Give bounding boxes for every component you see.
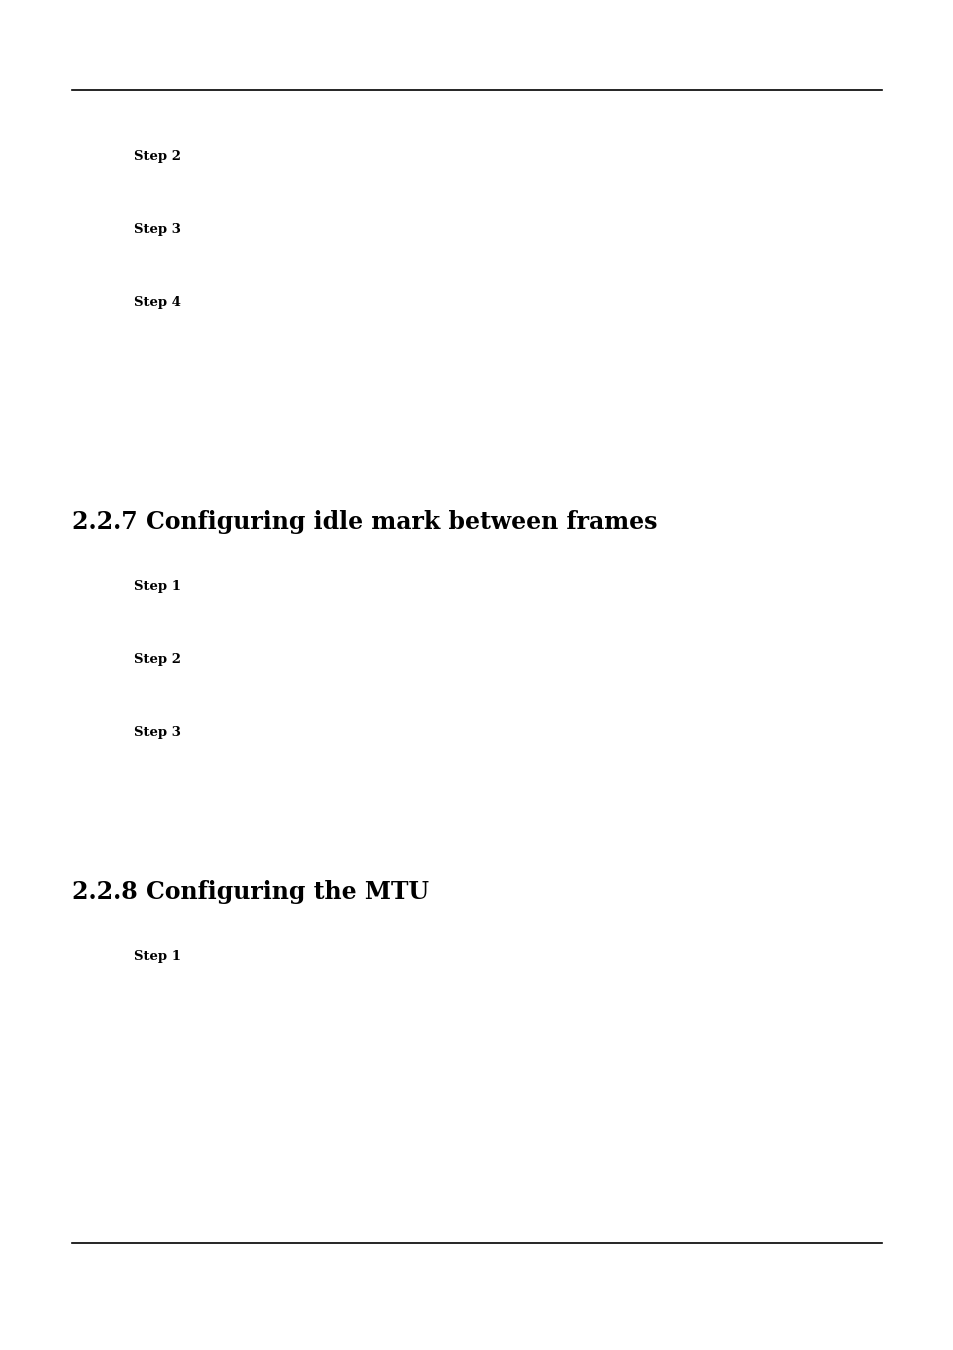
- Text: 2.2.8 Configuring the MTU: 2.2.8 Configuring the MTU: [71, 880, 429, 905]
- Text: Step 2: Step 2: [133, 150, 181, 163]
- Text: Step 2: Step 2: [133, 653, 181, 666]
- Text: Step 1: Step 1: [133, 580, 181, 593]
- Text: 2.2.7 Configuring idle mark between frames: 2.2.7 Configuring idle mark between fram…: [71, 510, 657, 535]
- Text: Step 3: Step 3: [133, 726, 181, 738]
- Text: Step 3: Step 3: [133, 223, 181, 236]
- Text: Step 1: Step 1: [133, 950, 181, 963]
- Text: Step 4: Step 4: [133, 296, 181, 309]
